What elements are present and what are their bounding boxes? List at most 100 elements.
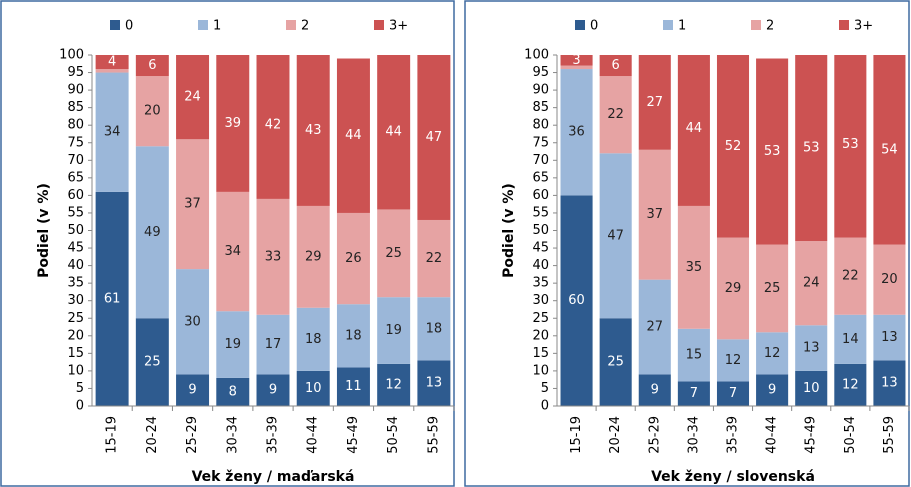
data-label: 30 (184, 314, 201, 329)
y-tick-label: 0 (76, 399, 84, 414)
bar-segment (336, 212, 370, 305)
bar-segment (756, 244, 789, 333)
data-label: 44 (385, 125, 402, 140)
bar-segment (336, 58, 370, 213)
bar-segment (296, 55, 330, 206)
y-tick-label: 0 (541, 399, 549, 414)
bar-segment (756, 58, 789, 245)
y-tick-label: 45 (532, 241, 549, 256)
x-tick-label: 30-34 (225, 416, 240, 454)
bar-segment (716, 237, 750, 340)
data-label: 7 (729, 386, 737, 401)
bar-segment (176, 139, 210, 270)
data-label: 7 (690, 386, 698, 401)
data-label: 18 (426, 321, 443, 336)
data-label: 22 (842, 269, 859, 284)
data-label: 54 (881, 142, 898, 157)
bar-segment (377, 209, 411, 298)
data-label: 18 (305, 332, 322, 347)
bar-segment (95, 69, 129, 73)
y-axis-title: Podiel (v %) (501, 183, 517, 278)
legend-swatch (110, 20, 120, 30)
legend-swatch (663, 20, 673, 30)
y-tick-label: 55 (532, 205, 549, 220)
y-tick-label: 90 (67, 83, 84, 98)
bar-segment (296, 370, 330, 406)
bar-segment (834, 314, 867, 364)
data-label: 9 (269, 383, 277, 398)
bar-segment (716, 381, 750, 406)
data-label: 36 (568, 125, 585, 140)
bar-segment (95, 55, 129, 70)
legend-label: 0 (125, 19, 133, 34)
y-tick-label: 85 (67, 100, 84, 115)
data-label: 29 (305, 249, 322, 264)
bar-segment (599, 153, 632, 319)
data-label: 27 (647, 95, 664, 110)
y-tick-label: 35 (67, 276, 84, 291)
bar-segment (296, 205, 330, 308)
y-tick-label: 40 (67, 258, 84, 273)
data-label: 19 (225, 337, 242, 352)
legend-swatch (374, 20, 384, 30)
data-label: 10 (305, 381, 322, 396)
data-label: 24 (803, 276, 820, 291)
data-label: 53 (764, 144, 781, 159)
y-tick-label: 5 (76, 381, 84, 396)
data-label: 15 (686, 348, 703, 363)
bar-segment (834, 55, 867, 238)
x-tick-label: 45-49 (804, 416, 819, 454)
bar-segment (95, 191, 129, 406)
data-label: 33 (265, 249, 282, 264)
bar-segment (560, 69, 593, 196)
y-tick-label: 80 (532, 118, 549, 133)
data-label: 12 (764, 346, 781, 361)
y-tick-label: 30 (532, 293, 549, 308)
bar-segment (873, 314, 906, 361)
bar-segment (176, 269, 210, 375)
legend-label: 0 (590, 19, 598, 34)
legend-label: 3+ (389, 19, 408, 34)
bar-segment (216, 55, 250, 192)
legend-swatch (751, 20, 761, 30)
legend-swatch (286, 20, 296, 30)
bar-segment (560, 55, 593, 66)
x-axis-title: Vek ženy / slovenská (651, 469, 815, 485)
data-label: 3 (572, 53, 580, 68)
data-label: 9 (768, 383, 776, 398)
bar-segment (873, 55, 906, 245)
y-tick-label: 15 (532, 346, 549, 361)
y-tick-label: 20 (532, 328, 549, 343)
bar-segment (638, 149, 671, 280)
data-label: 13 (426, 376, 443, 391)
bar-segment (377, 363, 411, 406)
y-tick-label: 10 (532, 363, 549, 378)
bar-segment (716, 339, 750, 382)
y-tick-label: 10 (67, 363, 84, 378)
x-tick-label: 50-54 (843, 416, 858, 454)
data-label: 27 (647, 320, 664, 335)
y-axis-title: Podiel (v %) (36, 183, 52, 278)
bar-segment (135, 55, 169, 77)
bar-segment (677, 205, 710, 329)
bar-segment (256, 314, 290, 375)
legend-label: 2 (766, 19, 774, 34)
data-label: 43 (305, 123, 322, 138)
bar-segment (599, 55, 632, 77)
legend-label: 1 (213, 19, 221, 34)
bar-segment (176, 55, 210, 140)
bar-segment (716, 55, 750, 238)
legend-label: 2 (301, 19, 309, 34)
data-label: 35 (686, 260, 703, 275)
bar-segment (377, 55, 411, 210)
y-tick-label: 100 (524, 48, 549, 63)
bar-segment (135, 76, 169, 147)
x-tick-label: 25-29 (647, 416, 662, 454)
bar-segment (638, 374, 671, 406)
data-label: 25 (144, 355, 161, 370)
x-tick-label: 20-24 (608, 416, 623, 454)
data-label: 12 (725, 353, 742, 368)
bar-segment (873, 244, 906, 315)
bar-segment (296, 307, 330, 371)
legend-swatch (198, 20, 208, 30)
